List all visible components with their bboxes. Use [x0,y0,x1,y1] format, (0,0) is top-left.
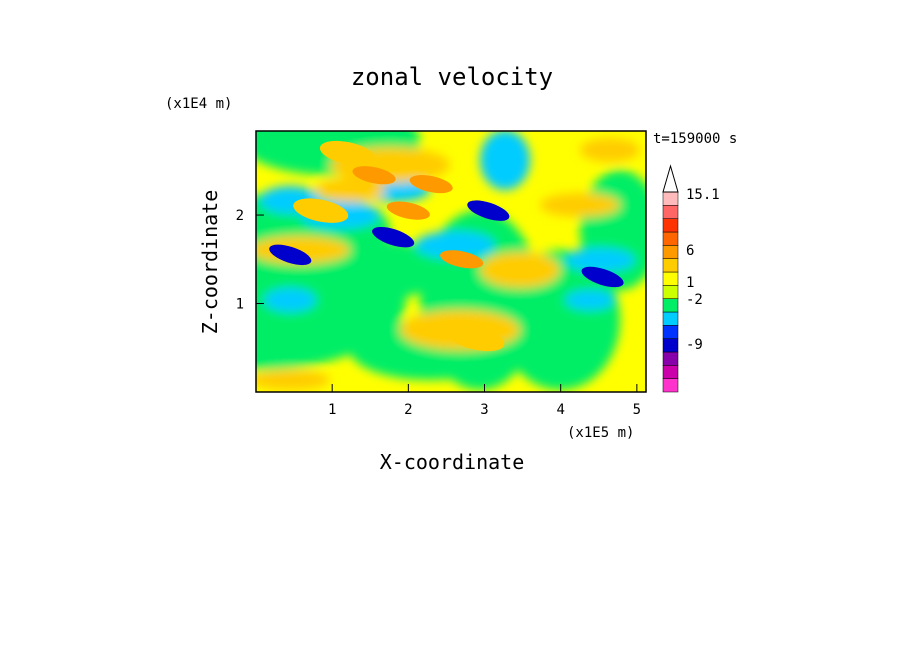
y-unit-label: (x1E4 m) [165,96,232,112]
colorbar-segment [662,285,679,299]
colorbar-segment [662,365,679,379]
x-tick-label: 4 [556,402,564,418]
y-axis-title: Z-coordinate [198,190,222,335]
y-tick-label: 1 [236,297,244,313]
contour-feature-5 [409,175,453,194]
x-axis: 1 2 3 4 5 [328,384,641,418]
colorbar-overflow-arrow [662,164,679,193]
time-label: t=159000 s [653,131,737,147]
colorbar-segment [662,258,679,273]
chart-title: zonal velocity [351,63,553,91]
x-tick-label: 2 [404,402,412,418]
colorbar: 15.1 6 1-2 -9 [662,164,720,393]
colorbar-label: 15.1 [686,187,720,203]
colorbar-label: 6 [686,243,694,259]
x-tick-label: 3 [480,402,488,418]
colorbar-segment [662,351,679,366]
y-axis: 12 [236,208,264,313]
contour-feature-7 [440,250,484,269]
contour-feature-4 [386,201,430,220]
colorbar-segment [662,271,679,286]
contour-feature-2 [269,244,312,266]
colorbar-segment [662,245,679,259]
x-tick-label: 5 [633,402,641,418]
plot-area [256,131,646,392]
x-tick-label: 1 [328,402,336,418]
contour-feature-8 [293,198,349,223]
contour-feature-9 [449,326,505,352]
contour-feature-10 [319,140,375,166]
colorbar-segment [662,218,679,233]
colorbar-segment [662,191,679,206]
colorbar-label: -2 [686,292,703,308]
colorbar-segment [662,378,679,393]
colorbar-segment [662,205,679,219]
contour-field [256,131,646,390]
x-axis-title: X-coordinate [380,450,525,474]
colorbar-segment [662,298,679,313]
colorbar-label: 1 [686,275,694,291]
y-tick-label: 2 [236,208,244,224]
x-unit-label: (x1E5 m) [567,425,634,441]
contour-feature-0 [372,226,415,248]
colorbar-segment [662,231,679,246]
contour-feature-3 [581,266,624,288]
contour-feature-6 [352,166,396,185]
colorbar-segment [662,338,679,353]
contour-feature-1 [467,200,510,221]
colorbar-segment [662,311,679,326]
colorbar-segment [662,325,679,339]
field-blobs [256,131,646,390]
plot-frame [255,130,647,393]
colorbar-label: -9 [686,337,703,353]
